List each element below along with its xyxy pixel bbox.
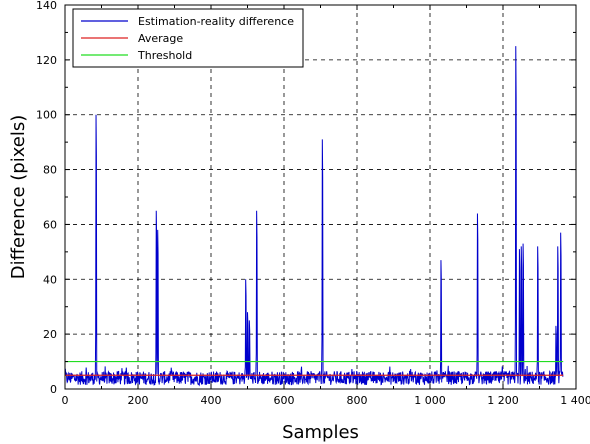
legend-label: Threshold — [137, 49, 192, 62]
x-tick-label: 200 — [128, 394, 149, 407]
series-line-estimation-reality-difference — [64, 46, 564, 387]
x-tick-label: 1 000 — [414, 394, 446, 407]
y-tick-label: 60 — [43, 218, 57, 231]
x-tick-label: 0 — [62, 394, 69, 407]
y-axis-title: Difference (pixels) — [8, 115, 29, 280]
y-tick-labels: 0 20 40 60 80 100 120 140 — [36, 0, 57, 396]
x-tick-label: 800 — [347, 394, 368, 407]
axis-ticks — [64, 4, 577, 390]
legend-label: Estimation-reality difference — [138, 15, 294, 28]
y-tick-label: 100 — [36, 109, 57, 122]
x-tick-label: 1 200 — [487, 394, 519, 407]
y-tick-label: 0 — [50, 383, 57, 396]
x-tick-labels: 0 200 400 600 800 1 000 1 200 1 400 — [62, 394, 590, 407]
y-tick-label: 140 — [36, 0, 57, 12]
y-tick-label: 80 — [43, 164, 57, 177]
legend: Estimation-reality difference Average Thre… — [72, 8, 304, 68]
legend-label: Average — [138, 32, 183, 45]
x-tick-label: 1 400 — [560, 394, 590, 407]
y-tick-label: 40 — [43, 273, 57, 286]
x-tick-label: 400 — [201, 394, 222, 407]
y-tick-label: 120 — [36, 54, 57, 67]
y-tick-label: 20 — [43, 328, 57, 341]
x-axis-title: Samples — [282, 422, 359, 443]
grid-lines — [65, 5, 576, 389]
series-layer — [64, 46, 564, 387]
x-tick-label: 600 — [274, 394, 295, 407]
